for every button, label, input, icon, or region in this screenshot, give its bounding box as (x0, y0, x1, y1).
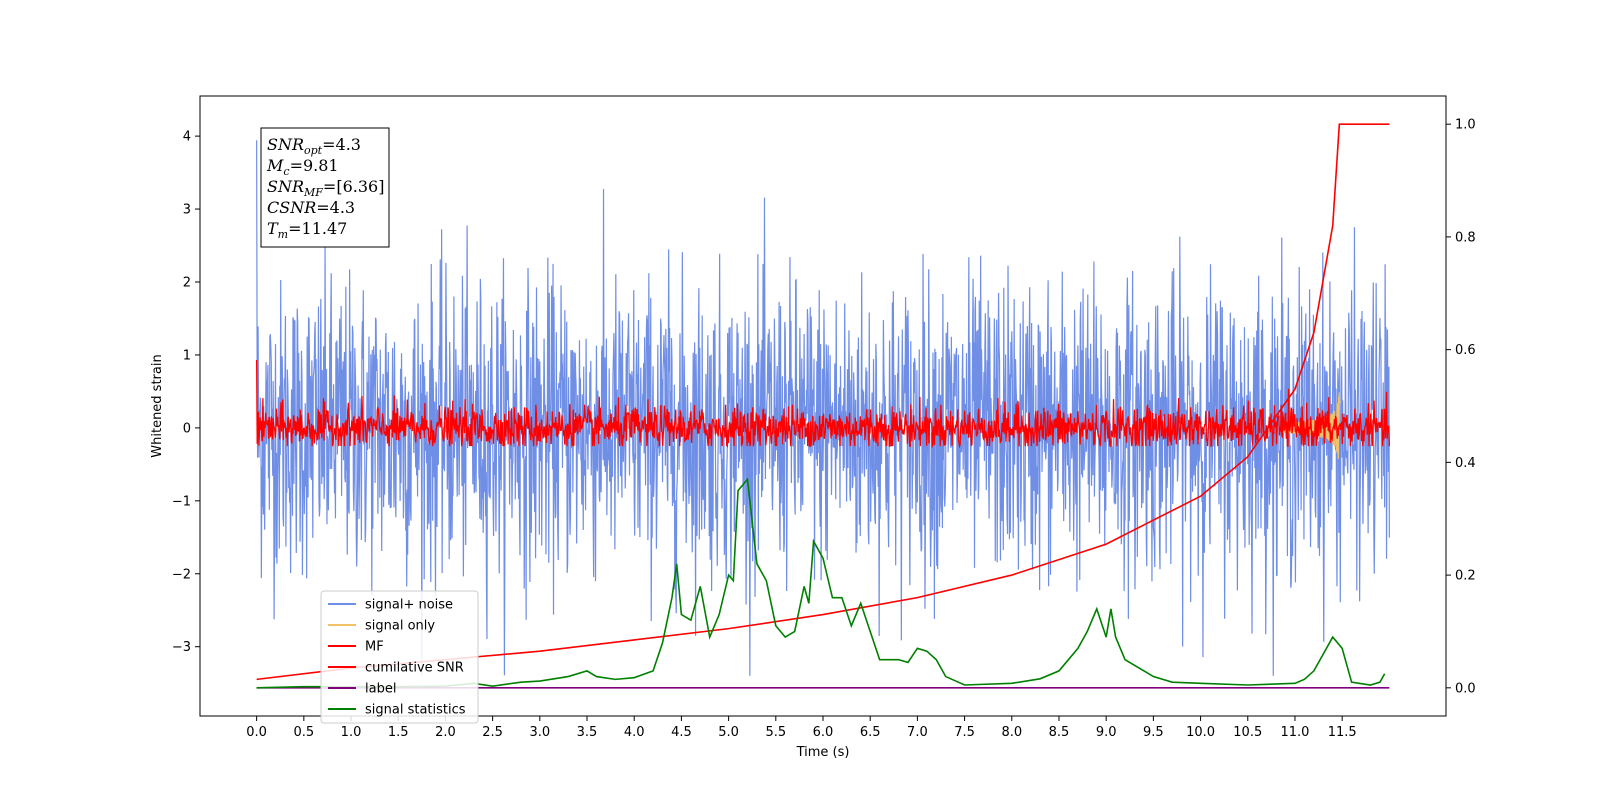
x-tick-label: 1.0 (341, 725, 362, 740)
info-value: =4.3 (316, 198, 355, 217)
x-tick-label: 4.5 (671, 725, 692, 740)
y-axis-left: 4 3 2 1 0 −1 −2 −3 (172, 130, 200, 655)
x-tick-label: 7.0 (907, 725, 928, 740)
info-line: SNRMF=[6.36] (267, 177, 384, 199)
legend-entry: signal statistics (365, 703, 466, 718)
x-tick-label: 8.5 (1049, 725, 1070, 740)
y-tick-label: 0 (183, 421, 191, 436)
info-box: SNRopt=4.3Mc=9.81SNRMF=[6.36]CSNR=4.3Tm=… (260, 127, 390, 248)
series-5-line (256, 477, 1386, 689)
info-line: CSNR=4.3 (267, 198, 355, 217)
y-tick-label: 1 (183, 348, 191, 363)
info-line: Mc=9.81 (266, 156, 339, 178)
y-right-tick-label: 0.8 (1455, 230, 1476, 245)
x-tick-label: 11.5 (1328, 725, 1357, 740)
info-box-frame (260, 127, 390, 248)
info-subscript: opt (304, 144, 323, 157)
info-symbol: T (267, 219, 279, 238)
info-value: =4.3 (322, 135, 361, 154)
x-tick-label: 3.0 (529, 725, 550, 740)
info-value: =11.47 (288, 219, 347, 238)
y-tick-label: 4 (183, 130, 191, 145)
series-2-line (255, 359, 1391, 449)
legend: signal+ noise signal only MF cumilative SNR… (320, 590, 479, 724)
x-tick-label: 6.5 (860, 725, 881, 740)
info-symbol: SNR (267, 135, 304, 154)
y-right-tick-label: 0.0 (1455, 681, 1476, 696)
info-subscript: MF (303, 186, 323, 199)
info-symbol: SNR (267, 177, 304, 196)
x-axis: 0.0 0.5 1.0 1.5 2.0 2.5 3.0 3.5 4.0 4.5 5.0 5.5 6.0 6… (246, 716, 1357, 740)
x-tick-label: 3.5 (577, 725, 598, 740)
info-value: =9.81 (290, 156, 339, 175)
y-tick-label: −1 (172, 494, 191, 509)
x-tick-label: 2.0 (435, 725, 456, 740)
y-axis-right: 1.0 0.8 0.6 0.4 0.2 0.0 (1446, 118, 1476, 696)
y-tick-label: 2 (183, 276, 191, 291)
x-tick-label: 8.0 (1001, 725, 1022, 740)
x-tick-label: 10.5 (1233, 725, 1262, 740)
x-axis-label: Time (s) (796, 745, 850, 760)
x-tick-label: 11.0 (1280, 725, 1309, 740)
x-tick-label: 6.0 (813, 725, 834, 740)
info-symbol: CSNR (267, 198, 316, 217)
y-tick-label: −2 (172, 567, 191, 582)
x-tick-label: 9.5 (1143, 725, 1164, 740)
legend-entry: signal only (365, 619, 435, 634)
x-tick-label: 0.5 (293, 725, 314, 740)
info-line: SNRopt=4.3 (267, 135, 361, 157)
info-line: Tm=11.47 (267, 219, 347, 241)
legend-entry: label (365, 682, 396, 697)
x-tick-label: 5.0 (718, 725, 739, 740)
x-tick-label: 10.0 (1186, 725, 1215, 740)
y-right-tick-label: 0.2 (1455, 569, 1476, 584)
y-right-tick-label: 0.6 (1455, 343, 1476, 358)
x-tick-label: 4.0 (624, 725, 645, 740)
x-tick-label: 5.5 (765, 725, 786, 740)
y-axis-label: Whitened strain (150, 354, 165, 457)
y-tick-label: −3 (172, 640, 191, 655)
x-tick-label: 9.0 (1096, 725, 1117, 740)
info-subscript: m (278, 228, 288, 241)
legend-entry: signal+ noise (365, 598, 453, 613)
legend-entry: MF (365, 640, 384, 655)
info-value: =[6.36] (323, 177, 385, 196)
legend-frame (320, 590, 479, 724)
series-3-line (256, 123, 1390, 681)
plot-area (255, 123, 1391, 689)
y-right-tick-label: 1.0 (1455, 118, 1476, 133)
y-right-tick-label: 0.4 (1455, 456, 1476, 471)
info-symbol: M (266, 156, 284, 175)
x-tick-label: 7.5 (954, 725, 975, 740)
x-tick-label: 0.0 (246, 725, 267, 740)
x-tick-label: 1.5 (388, 725, 409, 740)
y-tick-label: 3 (183, 203, 191, 218)
x-tick-label: 2.5 (482, 725, 503, 740)
info-subscript: c (283, 165, 289, 178)
legend-entry: cumilative SNR (365, 661, 464, 676)
series-0-line (256, 140, 1390, 676)
